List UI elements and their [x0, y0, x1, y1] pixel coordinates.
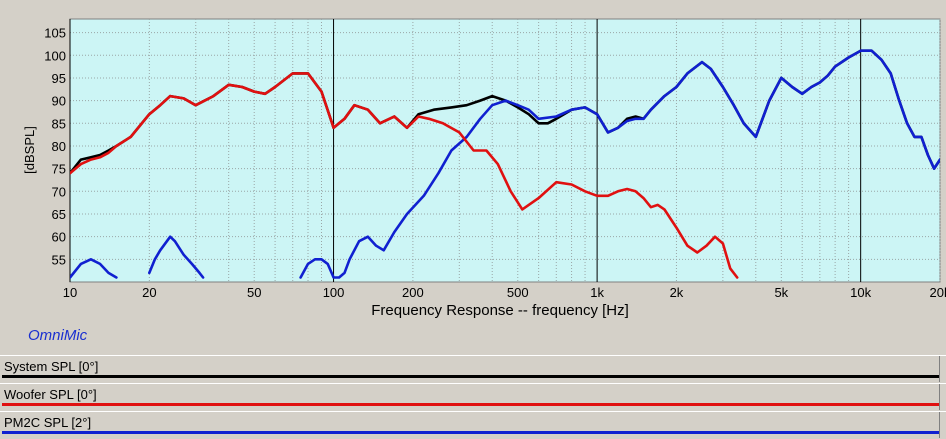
legend-label: PM2C SPL [2°] — [4, 415, 91, 430]
x-tick-label: 20 — [142, 285, 156, 300]
x-tick-label: 5k — [774, 285, 788, 300]
legend-item-woofer-spl[interactable]: Woofer SPL [0°] — [0, 383, 946, 410]
x-tick-label: 100 — [323, 285, 345, 300]
y-tick-label: 80 — [52, 139, 66, 154]
legend-divider — [939, 412, 940, 438]
y-tick-label: 65 — [52, 207, 66, 222]
legend-line-swatch — [2, 431, 940, 434]
legend-item-system-spl[interactable]: System SPL [0°] — [0, 355, 946, 382]
y-tick-label: 95 — [52, 71, 66, 86]
y-tick-label: 55 — [52, 252, 66, 267]
x-tick-label: 10 — [63, 285, 77, 300]
x-tick-label: 200 — [402, 285, 424, 300]
plot-area — [70, 19, 940, 282]
legend-panel: System SPL [0°] Woofer SPL [0°] PM2C SPL… — [0, 355, 946, 439]
legend-divider — [939, 356, 940, 382]
y-axis: 55 60 65 70 75 80 85 90 95 100 105 — [44, 26, 66, 268]
x-axis-label: Frequency Response -- frequency [Hz] — [371, 302, 629, 319]
x-tick-label: 1k — [590, 285, 604, 300]
y-tick-label: 75 — [52, 162, 66, 177]
y-axis-label: [dBSPL] — [22, 126, 37, 174]
y-tick-label: 90 — [52, 94, 66, 109]
y-tick-label: 85 — [52, 116, 66, 131]
x-tick-label: 2k — [670, 285, 684, 300]
legend-divider — [939, 384, 940, 410]
y-tick-label: 70 — [52, 184, 66, 199]
legend-line-swatch — [2, 403, 940, 406]
legend-item-pm2c-spl[interactable]: PM2C SPL [2°] — [0, 411, 946, 438]
x-tick-label: 10k — [850, 285, 871, 300]
x-tick-label: 500 — [507, 285, 529, 300]
x-tick-label: 20k — [930, 285, 946, 300]
frequency-response-chart: 55 60 65 70 75 80 85 90 95 100 105 10 20 50 100 200 500… — [0, 0, 946, 355]
legend-label: Woofer SPL [0°] — [4, 387, 97, 402]
legend-label: System SPL [0°] — [4, 359, 98, 374]
legend-line-swatch — [2, 375, 940, 378]
y-tick-label: 105 — [44, 26, 66, 41]
x-tick-label: 50 — [247, 285, 261, 300]
y-tick-label: 60 — [52, 230, 66, 245]
omnimic-brand-label: OmniMic — [28, 327, 87, 344]
x-axis: 10 20 50 100 200 500 1k 2k 5k 10k 20k — [63, 285, 946, 300]
y-tick-label: 100 — [44, 48, 66, 63]
